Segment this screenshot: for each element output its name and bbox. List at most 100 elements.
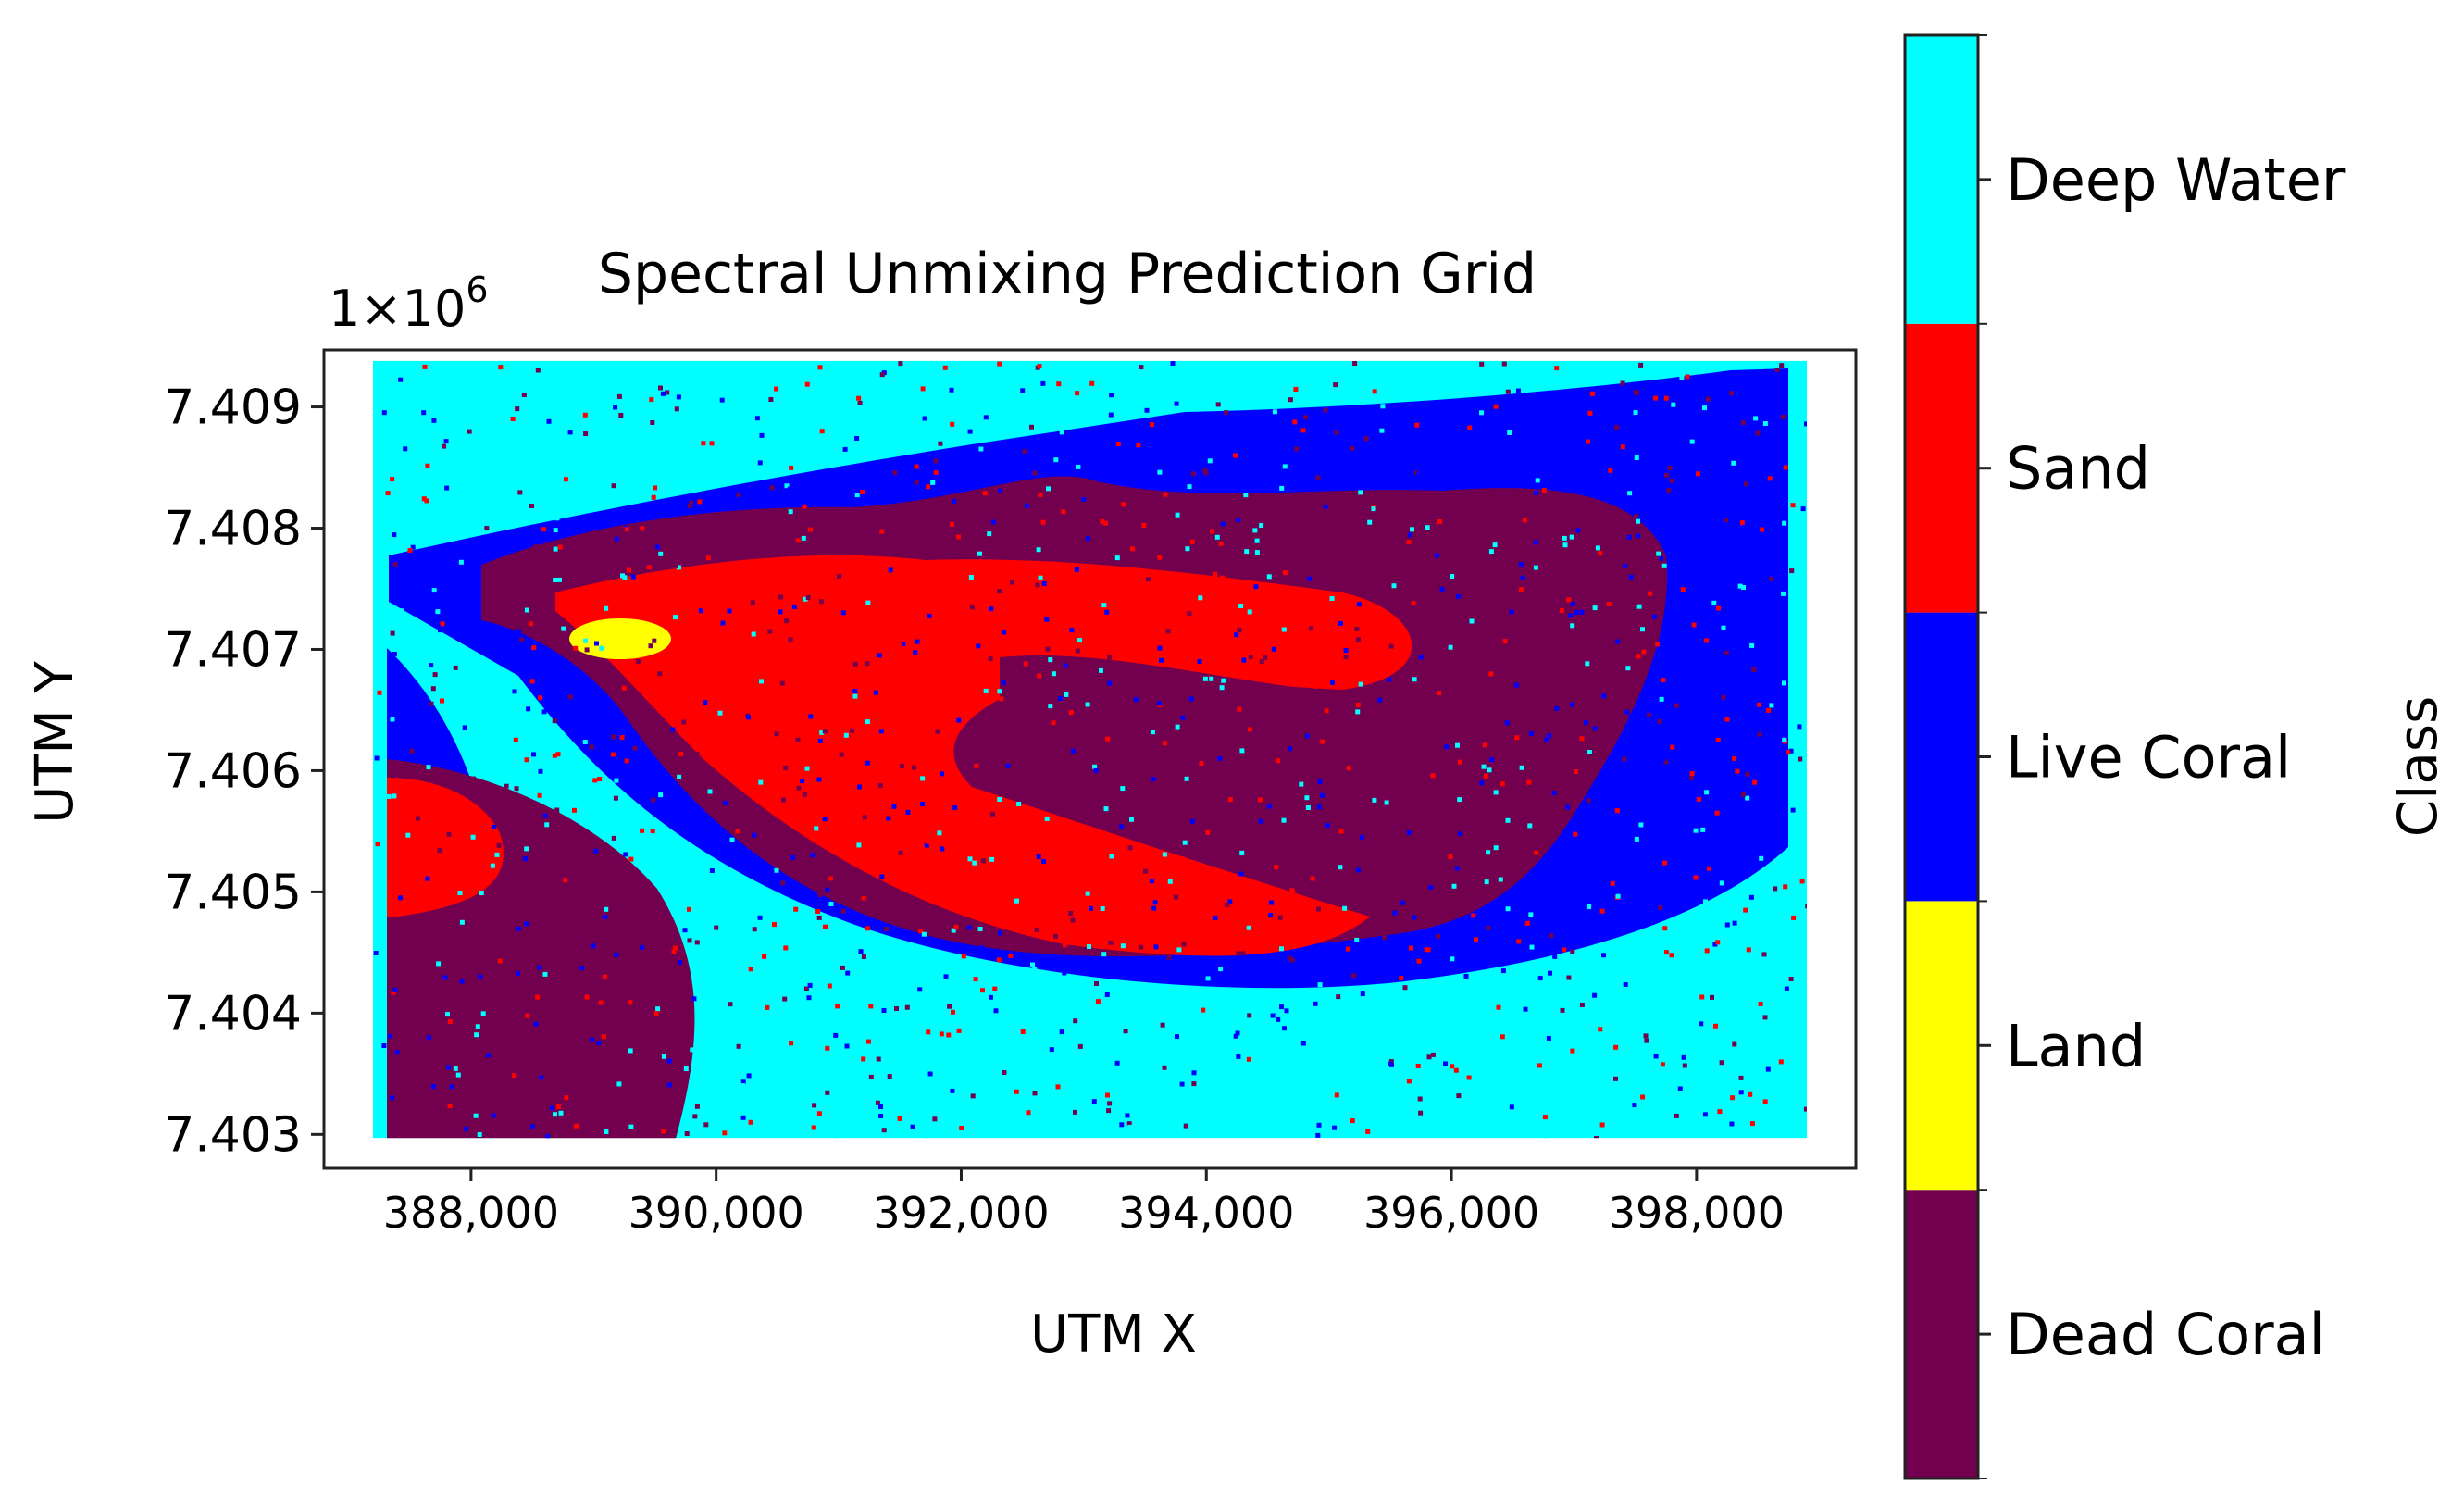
raster-pixel [875, 1100, 880, 1105]
raster-pixel [861, 954, 866, 959]
raster-pixel [1187, 611, 1192, 617]
raster-pixel [1566, 597, 1572, 603]
raster-pixel [1127, 845, 1133, 851]
raster-pixel [854, 436, 860, 441]
raster-pixel [582, 740, 588, 744]
raster-pixel [1379, 428, 1385, 433]
raster-pixel [1392, 910, 1398, 916]
raster-pixel [542, 1118, 548, 1123]
raster-pixel [563, 878, 568, 883]
raster-pixel [1372, 797, 1377, 803]
raster-pixel [682, 389, 688, 394]
raster-pixel [604, 498, 609, 504]
raster-pixel [1417, 1096, 1423, 1102]
raster-pixel [1085, 891, 1090, 896]
raster-pixel [422, 364, 428, 369]
raster-pixel [998, 488, 1003, 493]
raster-pixel [385, 491, 391, 496]
raster-pixel [1518, 716, 1524, 721]
raster-pixel [1406, 1068, 1412, 1074]
raster-pixel [1210, 529, 1214, 534]
raster-pixel [1721, 625, 1726, 630]
raster-pixel [398, 377, 404, 382]
raster-pixel [1457, 759, 1462, 765]
raster-pixel [1661, 706, 1666, 712]
raster-pixel [1467, 798, 1473, 804]
raster-pixel [1220, 575, 1226, 580]
raster-pixel [604, 605, 609, 611]
raster-pixel [1653, 395, 1658, 401]
raster-pixel [793, 906, 799, 912]
raster-pixel [1728, 391, 1734, 396]
raster-pixel [1074, 567, 1079, 572]
raster-pixel [1800, 506, 1806, 512]
raster-pixel [1100, 518, 1105, 524]
raster-pixel [1114, 555, 1120, 561]
raster-pixel [649, 397, 654, 403]
raster-pixel [1704, 790, 1710, 795]
raster-pixel [1191, 1081, 1197, 1087]
raster-pixel [933, 458, 939, 464]
raster-pixel [1300, 662, 1305, 667]
raster-pixel [673, 615, 678, 620]
raster-pixel [1101, 952, 1107, 957]
raster-pixel [1489, 757, 1495, 763]
raster-pixel [666, 1058, 672, 1064]
raster-pixel [752, 706, 757, 712]
raster-pixel [673, 564, 678, 569]
raster-pixel [1317, 779, 1323, 785]
raster-pixel [1016, 802, 1022, 806]
raster-pixel [1628, 564, 1634, 569]
raster-pixel [1077, 1043, 1083, 1049]
raster-pixel [1566, 975, 1572, 980]
raster-pixel [1254, 550, 1260, 555]
raster-pixel [1624, 709, 1630, 715]
raster-pixel [1042, 732, 1048, 738]
raster-pixel [1068, 911, 1074, 916]
raster-pixel [828, 876, 833, 881]
raster-pixel [1356, 602, 1362, 607]
raster-pixel [650, 420, 655, 425]
raster-pixel [1439, 586, 1445, 592]
raster-pixel [740, 1115, 746, 1120]
raster-pixel [1325, 823, 1330, 829]
raster-pixel [519, 637, 525, 642]
raster-pixel [887, 1074, 892, 1079]
raster-pixel [1373, 777, 1378, 782]
raster-pixel [719, 397, 725, 403]
raster-pixel [1130, 1104, 1136, 1110]
raster-pixel [549, 1105, 554, 1111]
raster-pixel [974, 763, 979, 768]
raster-pixel [662, 542, 667, 548]
raster-pixel [546, 418, 552, 424]
raster-pixel [1053, 933, 1058, 939]
raster-pixel [1355, 637, 1361, 642]
raster-pixel [983, 415, 989, 420]
raster-pixel [1062, 942, 1067, 948]
raster-pixel [1188, 696, 1194, 702]
raster-pixel [934, 1013, 940, 1017]
raster-pixel [1136, 443, 1141, 448]
raster-pixel [1143, 868, 1148, 874]
raster-pixel [1189, 818, 1195, 824]
raster-pixel [1702, 1112, 1708, 1117]
raster-pixel [814, 826, 819, 831]
raster-pixel [800, 779, 805, 784]
raster-pixel [788, 637, 793, 642]
raster-pixel [757, 460, 763, 466]
raster-pixel [1384, 800, 1389, 805]
raster-pixel [977, 927, 983, 931]
raster-pixel [967, 856, 973, 862]
raster-pixel [1589, 391, 1595, 396]
raster-pixel [1056, 381, 1062, 387]
raster-pixel [386, 793, 392, 799]
raster-pixel [658, 792, 664, 798]
raster-pixel [1330, 680, 1335, 685]
raster-pixel [1425, 525, 1430, 530]
raster-pixel [1663, 950, 1669, 955]
raster-pixel [1790, 807, 1796, 813]
raster-pixel [1221, 617, 1226, 622]
raster-pixel [692, 1114, 698, 1119]
raster-pixel [1496, 1004, 1501, 1010]
raster-pixel [1029, 424, 1034, 430]
